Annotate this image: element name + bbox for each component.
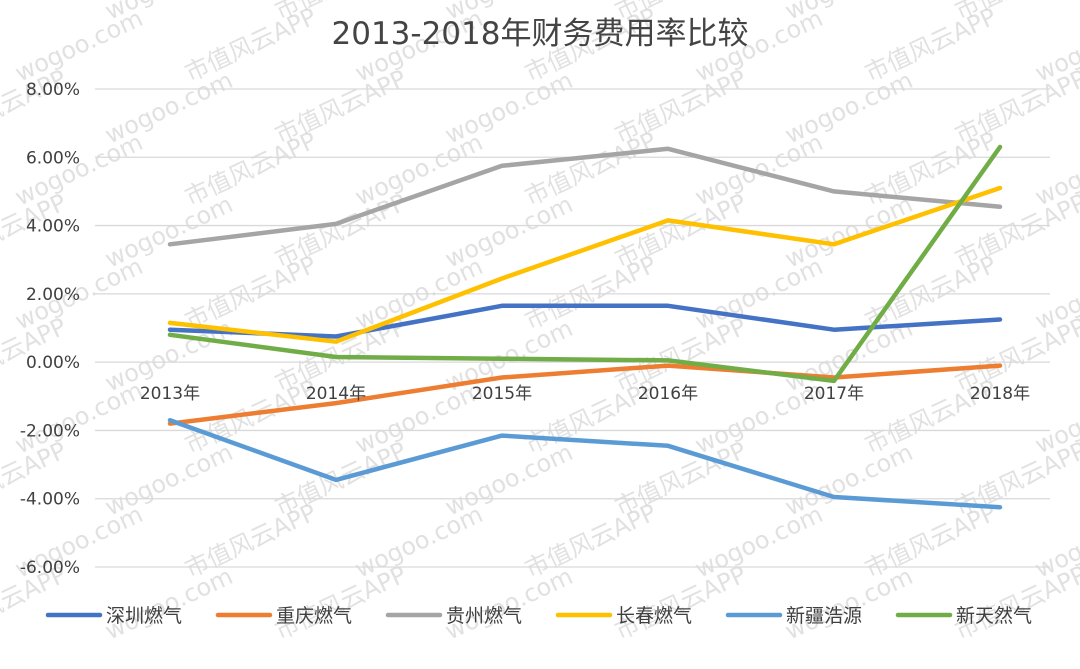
- watermark-text: wogoo.com: [11, 376, 147, 459]
- x-tick-label: 2018年: [970, 384, 1030, 404]
- y-axis-ticks: 8.00% 6.00% 4.00% 2.00% 0.00% -2.00% -4.00% -6.…: [20, 80, 80, 578]
- series-line: [167, 417, 1003, 510]
- series-line: [167, 363, 1003, 426]
- chart-title: 2013-2018年财务费用率比较: [332, 16, 749, 52]
- watermark-text: wogoo.com: [351, 128, 487, 211]
- legend-label: 长春燃气: [616, 605, 692, 627]
- legend-label: 重庆燃气: [276, 605, 352, 627]
- watermark-text: 市值风云APP: [181, 2, 321, 87]
- watermark-text: 市值风云APP: [521, 498, 661, 583]
- y-tick-label: 0.00%: [26, 353, 80, 373]
- watermark-text: wogoo.com: [441, 562, 577, 645]
- x-tick-label: 2017年: [804, 384, 864, 404]
- y-tick-label: -6.00%: [20, 558, 80, 578]
- series-line: [167, 303, 1003, 339]
- x-tick-label: 2014年: [306, 384, 366, 404]
- watermark-text: 市值风云APP: [181, 250, 321, 335]
- watermark-text: wogoo.com: [691, 500, 827, 583]
- watermark-text: 市值风云APP: [181, 498, 321, 583]
- legend-label: 深圳燃气: [106, 605, 182, 627]
- y-tick-label: 4.00%: [26, 217, 80, 237]
- legend-label: 新天然气: [956, 605, 1032, 627]
- watermark-text: 市值风云APP: [951, 560, 1080, 645]
- x-tick-label: 2013年: [140, 384, 200, 404]
- y-tick-label: 6.00%: [26, 148, 80, 168]
- x-tick-label: 2015年: [472, 384, 532, 404]
- series-line: [167, 144, 1003, 384]
- watermark-text: wogoo.com: [691, 128, 827, 211]
- watermark-text: 市值风云APP: [861, 2, 1001, 87]
- watermark-text: wogoo.com: [351, 500, 487, 583]
- y-tick-label: 2.00%: [26, 285, 80, 305]
- series-lines: [167, 144, 1003, 510]
- watermark-text: 市值风云APP: [181, 126, 321, 211]
- watermark-text: 市值风云APP: [861, 498, 1001, 583]
- watermark-text: wogoo.com: [11, 128, 147, 211]
- legend-label: 贵州燃气: [446, 605, 522, 627]
- watermark-text: 市值风云APP: [181, 374, 321, 459]
- watermark-text: 市值风云APP: [0, 0, 71, 25]
- watermark-text: wogoo.com: [11, 4, 147, 87]
- y-tick-label: -2.00%: [20, 421, 80, 441]
- watermark-text: 市值风云APP: [0, 64, 71, 149]
- x-tick-label: 2016年: [638, 384, 698, 404]
- x-axis-ticks: 2013年 2014年 2015年 2016年 2017年 2018年: [140, 384, 1030, 404]
- watermark-text: wogoo.com: [781, 562, 917, 645]
- watermark-text: 市值风云APP: [271, 560, 411, 645]
- watermark-text: 市值风云APP: [521, 126, 661, 211]
- y-tick-label: -4.00%: [20, 490, 80, 510]
- watermark-text: wogoo.com: [101, 562, 237, 645]
- series-line: [167, 185, 1003, 344]
- legend: 深圳燃气 重庆燃气 贵州燃气 长春燃气 新疆浩源 新天然气: [45, 605, 1032, 627]
- series-line: [167, 146, 1003, 247]
- watermark-text: 市值风云APP: [611, 560, 751, 645]
- legend-label: 新疆浩源: [786, 605, 862, 627]
- y-tick-label: 8.00%: [26, 80, 80, 100]
